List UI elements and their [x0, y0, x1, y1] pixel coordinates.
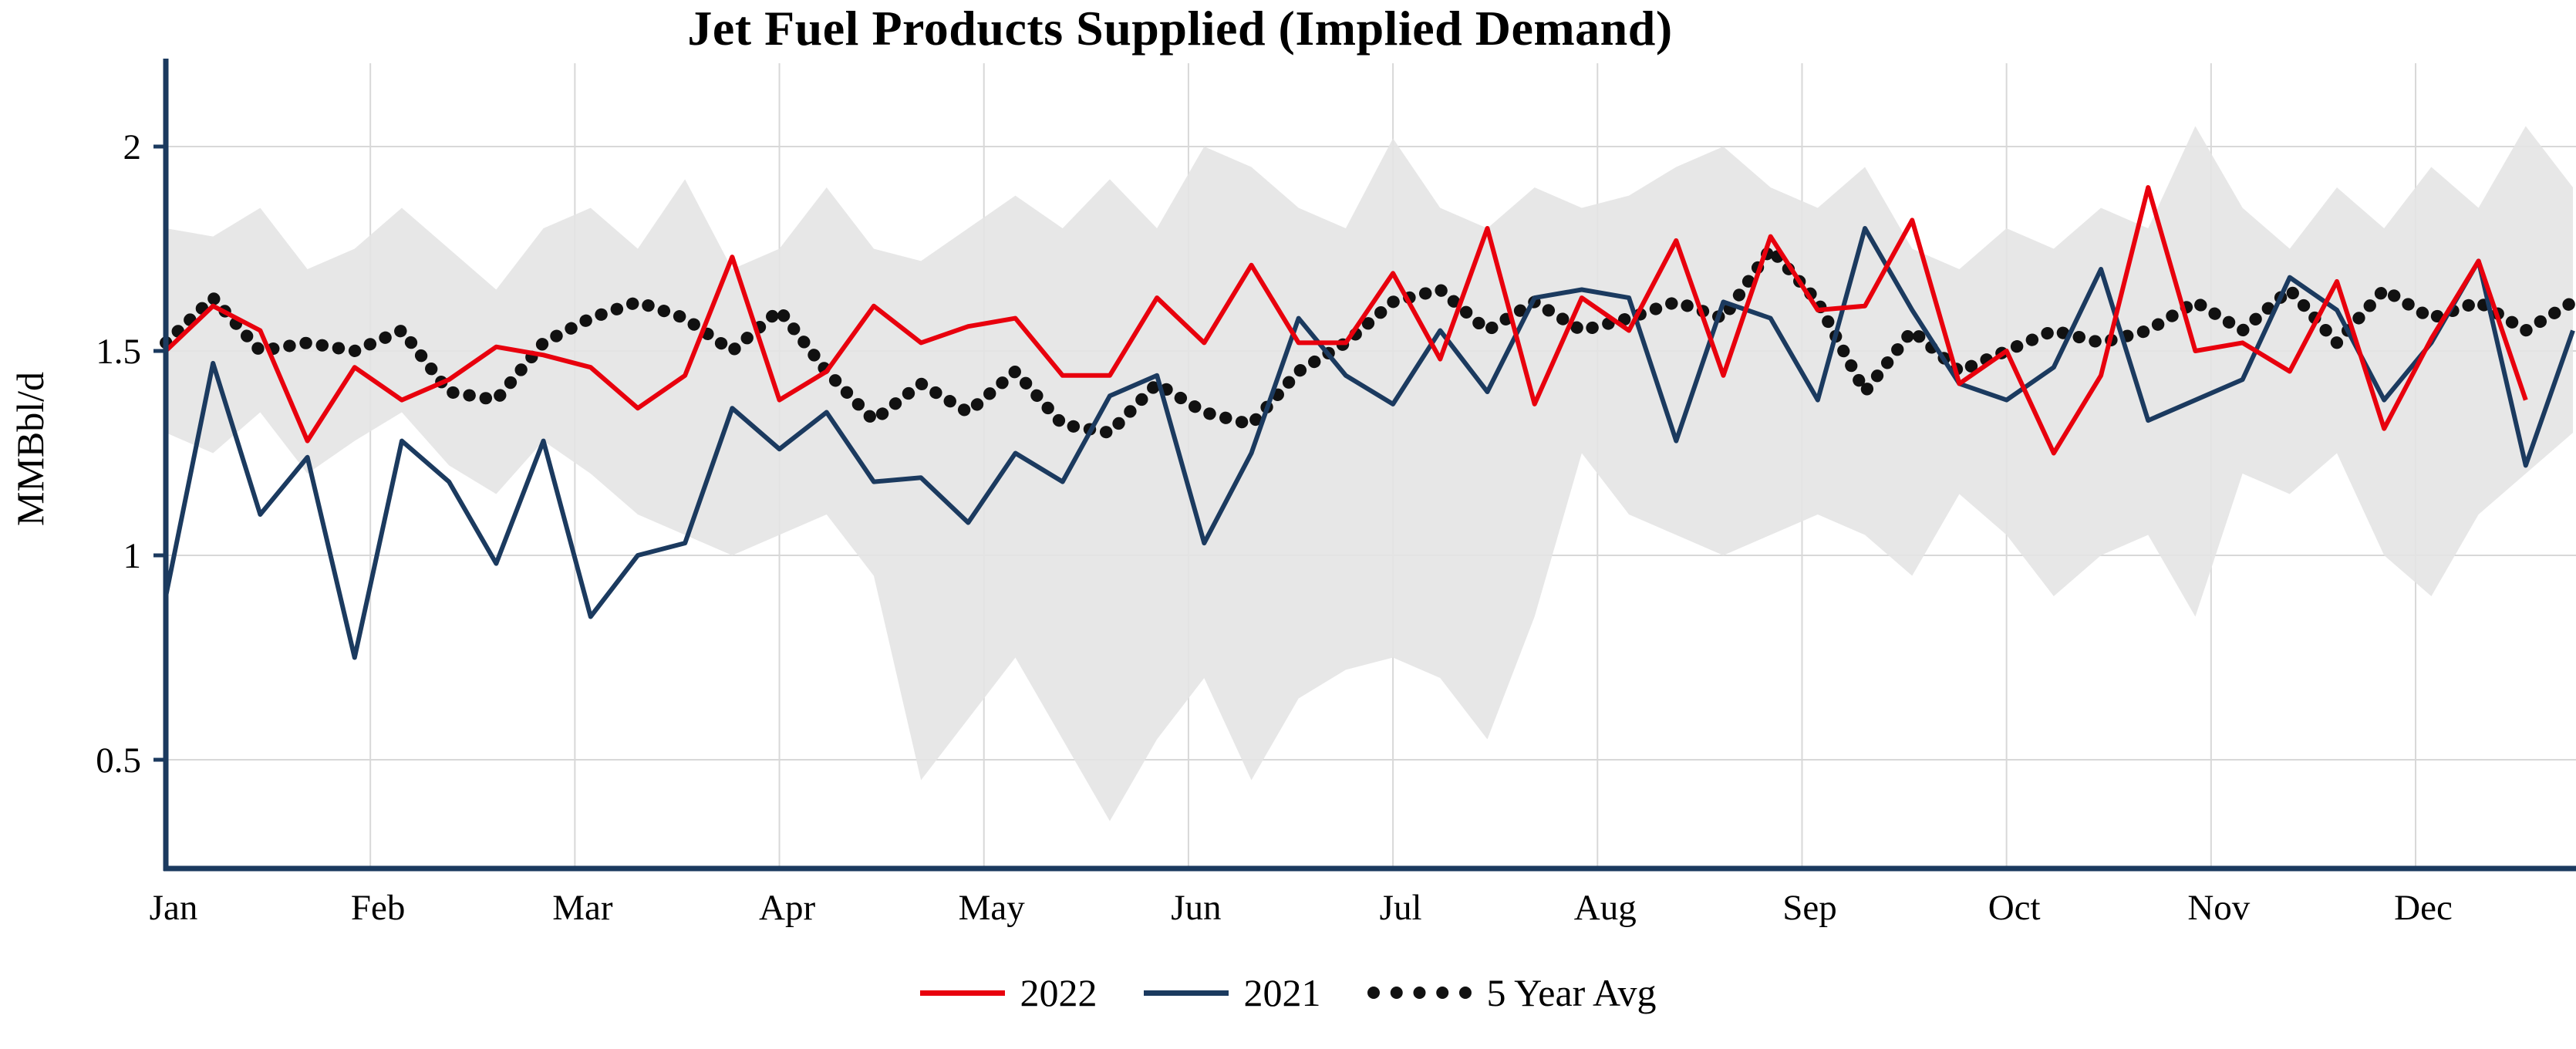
- svg-text:Aug: Aug: [1574, 888, 1637, 928]
- legend-item-2021: 2021: [1143, 970, 1321, 1015]
- svg-text:May: May: [959, 888, 1026, 928]
- svg-text:Jun: Jun: [1171, 888, 1221, 928]
- svg-text:Nov: Nov: [2187, 888, 2250, 928]
- svg-text:Jul: Jul: [1380, 888, 1422, 928]
- legend-line-5yr-avg-icon: [1367, 987, 1472, 999]
- svg-text:Feb: Feb: [351, 888, 406, 928]
- legend-label-2022: 2022: [1020, 971, 1097, 1014]
- svg-text:Oct: Oct: [1988, 888, 2041, 928]
- svg-text:Jan: Jan: [150, 888, 198, 928]
- chart-title: Jet Fuel Products Supplied (Implied Dema…: [687, 1, 1673, 56]
- legend: 2022 2021 5 Year Avg: [0, 970, 2576, 1015]
- svg-text:0.5: 0.5: [96, 740, 141, 781]
- legend-label-5yr-avg: 5 Year Avg: [1486, 971, 1657, 1014]
- svg-text:1: 1: [123, 536, 142, 576]
- legend-label-2021: 2021: [1243, 971, 1321, 1014]
- legend-item-5yr-avg: 5 Year Avg: [1367, 970, 1657, 1015]
- legend-item-2022: 2022: [919, 970, 1097, 1015]
- svg-text:Dec: Dec: [2394, 888, 2453, 928]
- legend-line-2021-icon: [1143, 990, 1229, 996]
- svg-text:2: 2: [123, 127, 142, 167]
- svg-text:Mar: Mar: [552, 888, 613, 928]
- legend-line-2022-icon: [919, 990, 1005, 996]
- y-axis-label: MMBbl/d: [8, 371, 52, 527]
- svg-text:Sep: Sep: [1782, 888, 1837, 928]
- svg-text:1.5: 1.5: [96, 332, 141, 372]
- svg-text:Apr: Apr: [759, 888, 815, 928]
